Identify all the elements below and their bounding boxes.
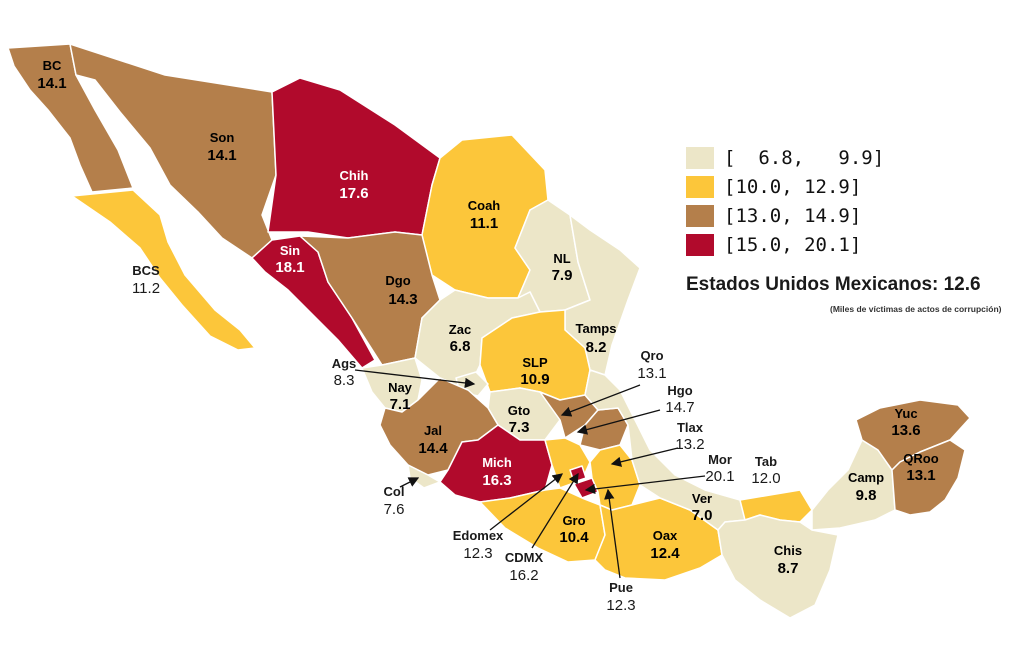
label-hgo-abbr: Hgo bbox=[667, 383, 692, 398]
label-son-abbr: Son bbox=[210, 130, 235, 145]
label-camp-abbr: Camp bbox=[848, 470, 884, 485]
label-coah-abbr: Coah bbox=[468, 198, 501, 213]
label-camp-value: 9.8 bbox=[856, 487, 877, 504]
label-cdmx-abbr: CDMX bbox=[505, 550, 544, 565]
label-col-value: 7.6 bbox=[384, 501, 405, 518]
label-oax-value: 12.4 bbox=[650, 545, 680, 562]
national-total: Estados Unidos Mexicanos: 12.6 bbox=[686, 274, 981, 295]
label-zac-abbr: Zac bbox=[449, 322, 471, 337]
label-bc-value: 14.1 bbox=[37, 75, 66, 92]
label-sin-value: 18.1 bbox=[275, 259, 304, 276]
label-mor-abbr: Mor bbox=[708, 452, 732, 467]
legend-swatch bbox=[686, 233, 714, 256]
arrow-edomex bbox=[489, 473, 564, 531]
arrow-pue bbox=[604, 488, 621, 579]
arrow-cdmx bbox=[531, 472, 579, 549]
label-ags-abbr: Ags bbox=[332, 356, 357, 371]
legend-item: [10.0, 12.9] bbox=[686, 172, 884, 201]
label-tlax-abbr: Tlax bbox=[677, 420, 704, 435]
label-yuc-abbr: Yuc bbox=[894, 406, 917, 421]
label-mor-value: 20.1 bbox=[705, 468, 734, 485]
legend-item: [ 6.8, 9.9] bbox=[686, 143, 884, 172]
label-mich-abbr: Mich bbox=[482, 455, 512, 470]
arrow-mor bbox=[584, 475, 706, 495]
legend-label: [ 6.8, 9.9] bbox=[724, 146, 885, 169]
label-slp-abbr: SLP bbox=[522, 355, 548, 370]
label-nay-value: 7.1 bbox=[390, 396, 411, 413]
label-gro-abbr: Gro bbox=[562, 513, 585, 528]
state-bcs bbox=[71, 189, 256, 351]
label-sin-abbr: Sin bbox=[280, 243, 300, 258]
legend-swatch bbox=[686, 146, 714, 169]
label-qro-abbr: Qro bbox=[640, 348, 663, 363]
label-slp-value: 10.9 bbox=[520, 371, 549, 388]
label-son-value: 14.1 bbox=[207, 147, 236, 164]
label-pue-value: 12.3 bbox=[606, 597, 635, 614]
label-edomex-value: 12.3 bbox=[463, 545, 492, 562]
label-bc-abbr: BC bbox=[43, 58, 62, 73]
label-bcs-abbr: BCS bbox=[132, 263, 160, 278]
state-chih bbox=[267, 77, 441, 239]
label-hgo-value: 14.7 bbox=[665, 399, 694, 416]
label-gto-abbr: Gto bbox=[508, 403, 530, 418]
legend: [ 6.8, 9.9] [10.0, 12.9] [13.0, 14.9] [1… bbox=[686, 143, 884, 259]
arrow-hgo bbox=[576, 409, 661, 435]
unit-note: (Miles de víctimas de actos de corrupció… bbox=[830, 304, 1002, 314]
label-dgo-abbr: Dgo bbox=[385, 273, 410, 288]
legend-swatch bbox=[686, 175, 714, 198]
label-jal-value: 14.4 bbox=[418, 440, 448, 457]
label-nay-abbr: Nay bbox=[388, 380, 413, 395]
state-oax bbox=[594, 497, 723, 581]
label-chis-value: 8.7 bbox=[778, 560, 799, 577]
label-zac-value: 6.8 bbox=[450, 338, 471, 355]
label-nl-abbr: NL bbox=[553, 251, 570, 266]
arrow-ags bbox=[354, 369, 476, 389]
legend-item: [13.0, 14.9] bbox=[686, 201, 884, 230]
arrow-qro bbox=[560, 384, 641, 417]
label-ver-value: 7.0 bbox=[692, 507, 713, 524]
label-gto-value: 7.3 bbox=[509, 419, 530, 436]
legend-label: [13.0, 14.9] bbox=[724, 204, 862, 227]
label-tamps-abbr: Tamps bbox=[576, 321, 617, 336]
label-col-abbr: Col bbox=[384, 484, 405, 499]
legend-label: [15.0, 20.1] bbox=[724, 233, 862, 256]
label-ags-value: 8.3 bbox=[334, 372, 355, 389]
label-edomex-abbr: Edomex bbox=[453, 528, 504, 543]
label-jal-abbr: Jal bbox=[424, 423, 442, 438]
label-tab-value: 12.0 bbox=[751, 470, 780, 487]
arrow-tlax bbox=[610, 447, 679, 467]
label-oax-abbr: Oax bbox=[653, 528, 678, 543]
label-chis-abbr: Chis bbox=[774, 543, 802, 558]
label-chih-value: 17.6 bbox=[339, 185, 368, 202]
arrow-col bbox=[399, 477, 420, 488]
legend-label: [10.0, 12.9] bbox=[724, 175, 862, 198]
label-nl-value: 7.9 bbox=[552, 267, 573, 284]
label-dgo-value: 14.3 bbox=[388, 291, 417, 308]
label-ver-abbr: Ver bbox=[692, 491, 712, 506]
label-mich-value: 16.3 bbox=[482, 472, 511, 489]
label-tlax-value: 13.2 bbox=[675, 436, 704, 453]
label-gro-value: 10.4 bbox=[559, 529, 589, 546]
label-qroo-abbr: QRoo bbox=[903, 451, 938, 466]
label-yuc-value: 13.6 bbox=[891, 422, 920, 439]
label-chih-abbr: Chih bbox=[340, 168, 369, 183]
label-coah-value: 11.1 bbox=[470, 215, 498, 232]
label-tab-abbr: Tab bbox=[755, 454, 777, 469]
state-qroo bbox=[891, 439, 966, 516]
label-cdmx-value: 16.2 bbox=[509, 567, 538, 584]
legend-swatch bbox=[686, 204, 714, 227]
label-qro-value: 13.1 bbox=[637, 365, 666, 382]
legend-item: [15.0, 20.1] bbox=[686, 230, 884, 259]
state-tab bbox=[739, 489, 813, 523]
label-tamps-value: 8.2 bbox=[586, 339, 607, 356]
label-qroo-value: 13.1 bbox=[906, 467, 935, 484]
label-pue-abbr: Pue bbox=[609, 580, 633, 595]
label-bcs-value: 11.2 bbox=[132, 280, 160, 297]
